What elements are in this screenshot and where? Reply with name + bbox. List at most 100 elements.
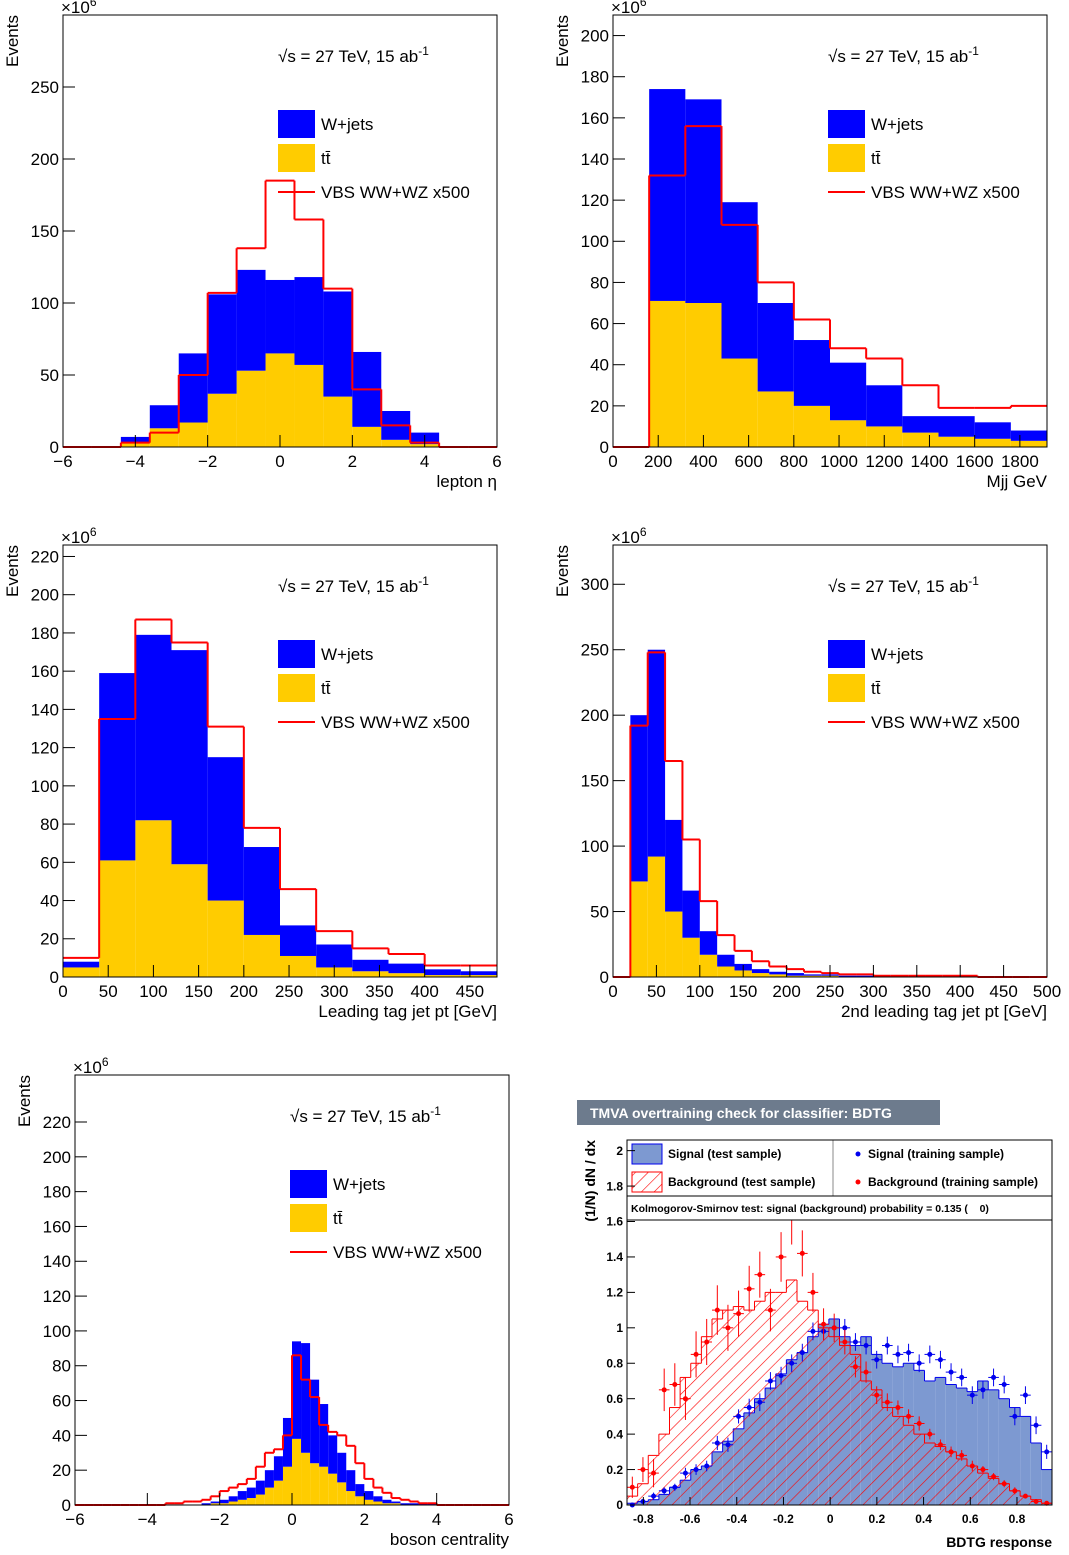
bar [63,967,100,977]
y-tick-label: 0 [616,1498,623,1512]
x-tick-label: 0 [608,982,617,1001]
x-tick-label: 0.8 [1009,1512,1026,1526]
bar [1030,1442,1042,1505]
bar [210,1503,220,1505]
bar [265,353,295,447]
x-tick-label: 2 [360,1510,369,1529]
bar [237,1499,247,1505]
x-tick-label: 150 [184,982,212,1001]
y-tick-label: 80 [52,1357,71,1376]
x-tick-label: 0 [58,982,67,1001]
bar [373,1501,383,1505]
legend-label: VBS WW+WZ x500 [871,713,1020,732]
bar [460,975,497,977]
bar [803,975,822,977]
point [948,1449,954,1455]
point [693,1351,699,1357]
bar [838,975,857,977]
x-tick-label: 200 [230,982,258,1001]
annotation: √s = 27 TeV, 15 ab-1 [278,574,429,596]
bar [751,969,770,974]
axes: 0 0.2 0.4 0.6 0.8 1 1.2 1.4 1.6 1.8 2 -0.8 -0.6 -0.4 -… [582,1140,1052,1550]
legend-label: Background (test sample) [668,1175,815,1189]
bar [1010,430,1047,441]
y-tick-label: 20 [40,930,59,949]
bar [319,1404,329,1467]
x-tick-label: -0.6 [680,1512,701,1526]
bar [630,715,648,882]
bar [255,1494,265,1505]
axes: 0 20 40 60 80 100 120 140 160 180 200 220 −6 −4 −2 0 2 4 6… [15,1075,514,1549]
legend-label: VBS WW+WZ x500 [321,183,470,202]
y-tick-label: 0 [50,968,59,987]
bar [682,890,700,938]
legend-label: Background (training sample) [868,1175,1038,1189]
bar [424,975,461,977]
point [757,1272,763,1278]
x-tick-label: 300 [320,982,348,1001]
legend-swatch [278,144,315,172]
bar [913,1434,925,1505]
legend-label: W+jets [871,645,923,664]
legend-label: W+jets [333,1175,385,1194]
bar [149,405,179,429]
bar [1020,1416,1031,1505]
bar [945,1451,957,1505]
multiplier-base: ×10 [611,528,640,547]
bar [712,1318,723,1505]
y-axis-label: Events [553,15,572,67]
bar [337,1452,347,1483]
point [852,1364,858,1370]
bar [382,1499,392,1504]
bar [201,1503,211,1505]
axis-multiplier: ×106 [611,525,647,547]
y-tick-label: 100 [581,232,609,251]
point [778,1254,784,1260]
x-tick-label: 50 [647,982,666,1001]
point [916,1420,922,1426]
legend-swatch [278,674,315,702]
y-tick-label: 120 [31,739,59,758]
bar [382,1503,392,1505]
bar [649,89,686,301]
axis-multiplier: ×106 [61,525,97,547]
bar [866,385,903,427]
y-tick-label: 160 [43,1217,71,1236]
annotation: √s = 27 TeV, 15 ab-1 [828,44,979,66]
y-tick-label: 1.6 [606,1215,623,1229]
point [810,1328,816,1334]
bar [637,1483,649,1505]
bar [769,974,787,977]
point [1044,1500,1050,1506]
bar [228,1496,238,1502]
bar [682,937,700,977]
point [895,1405,901,1411]
y-tick-label: 180 [31,624,59,643]
bar [722,1310,734,1505]
bar [839,1345,851,1505]
x-tick-label: −4 [138,1510,157,1529]
legend-label: W+jets [321,115,373,134]
bar [860,1380,872,1505]
bar [255,1480,265,1495]
bar [1010,440,1047,447]
bar [998,1483,1010,1505]
y-tick-label: 1.2 [606,1286,623,1300]
x-tick-label: -0.2 [773,1512,794,1526]
bar [355,1496,365,1505]
x-tick-label: 400 [946,982,974,1001]
y-axis-label: Events [15,1075,34,1127]
bar [721,202,758,359]
x-tick-label: 0.2 [869,1512,886,1526]
bar [935,1446,946,1505]
bar [1009,1490,1021,1505]
bar [751,973,770,977]
bar [797,1301,808,1505]
bar [690,1363,702,1505]
y-tick-label: 0 [62,1496,71,1515]
y-tick-label: 180 [581,68,609,87]
point [746,1405,752,1411]
multiplier-base: ×10 [61,0,90,17]
bar [902,416,939,433]
y-tick-label: 60 [52,1391,71,1410]
